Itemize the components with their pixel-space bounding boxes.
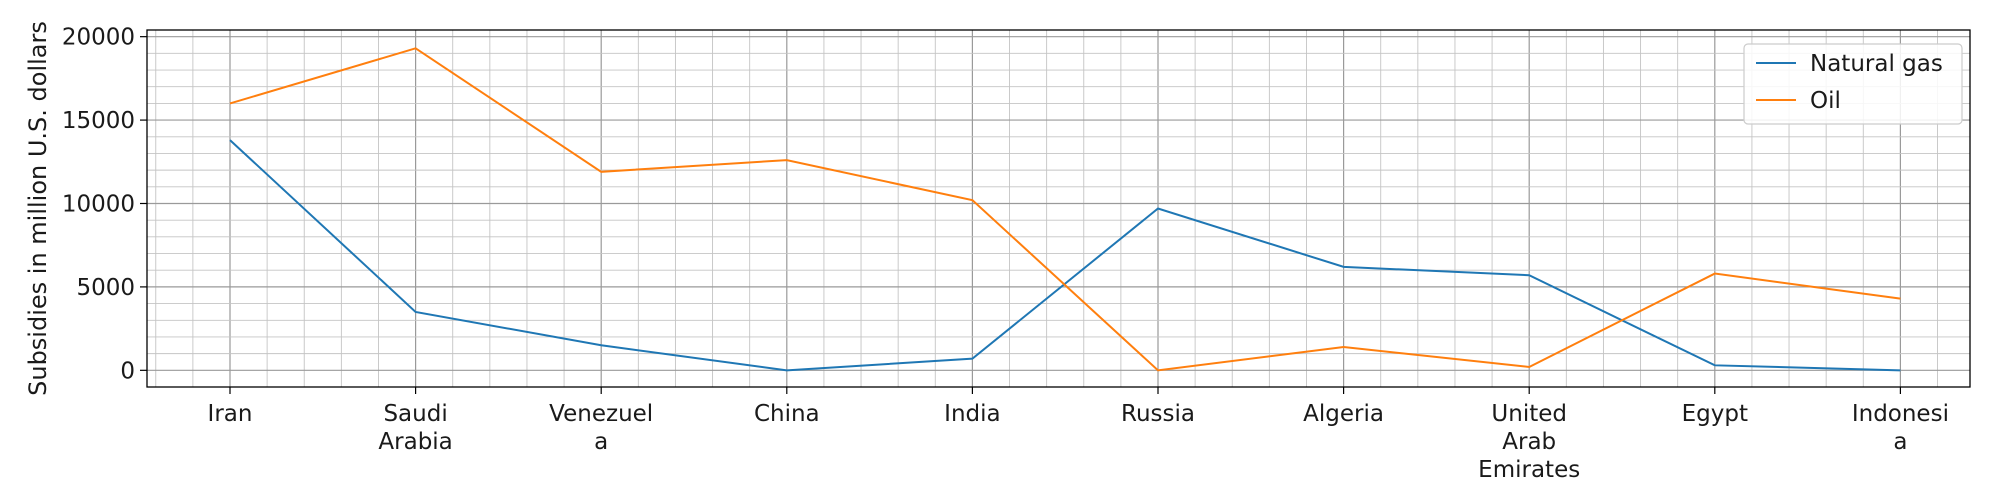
x-tick-label: Iran [208, 401, 253, 427]
x-tick-label: Venezuel a [549, 401, 653, 455]
y-tick-label: 5000 [76, 275, 135, 301]
x-tick-label: Egypt [1682, 401, 1748, 427]
y-tick-label: 10000 [62, 191, 135, 217]
x-tick-label: United Arab Emirates [1478, 401, 1580, 483]
legend-box [1743, 43, 1963, 125]
grid [147, 30, 1970, 388]
y-tick-label: 0 [120, 358, 135, 384]
legend-label: Natural gas [1810, 51, 1943, 77]
legend-label: Oil [1810, 88, 1841, 114]
series-line-natural-gas [229, 139, 1901, 372]
x-tick-label: Saudi Arabia [378, 401, 452, 455]
legend[interactable]: Natural gas Oil [1743, 43, 1963, 125]
series-line-oil [229, 47, 1901, 372]
x-tick-label: India [944, 401, 1000, 427]
tick-labels: 0 5000 10000 15000 20000 Iran Saudi Arabia Venez… [62, 25, 1949, 483]
x-tick-label: Algeria [1303, 401, 1384, 427]
axis-ticks [140, 36, 1902, 394]
y-axis-label: Subsidies in million U.S. dollars [24, 21, 52, 396]
series-lines [229, 47, 1901, 372]
x-tick-label: China [754, 401, 820, 427]
y-tick-label: 20000 [62, 25, 135, 51]
plot-frame [146, 29, 1971, 388]
x-tick-label: Russia [1121, 401, 1195, 427]
x-tick-label: Indonesi a [1852, 401, 1949, 455]
y-tick-label: 15000 [62, 108, 135, 134]
